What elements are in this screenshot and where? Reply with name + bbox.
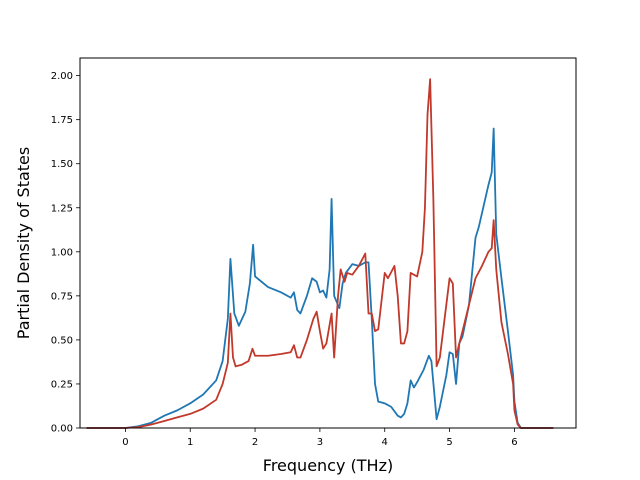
y-tick-label: 1.25: [51, 203, 73, 214]
x-axis-label: Frequency (THz): [263, 456, 393, 475]
y-tick-label: 1.75: [51, 115, 73, 126]
y-axis-label: Partial Density of States: [14, 147, 33, 339]
y-tick-label: 1.50: [51, 159, 73, 170]
series-line-1: [86, 127, 554, 429]
x-tick-label: 4: [382, 437, 388, 448]
y-axis-ticks: 0.00 0.25 0.50 0.75 1.00 1.25 1.50 1.75 2.00: [51, 71, 80, 435]
x-tick-label: 2: [252, 437, 258, 448]
series-line-2: [86, 78, 554, 429]
x-tick-label: 3: [317, 437, 323, 448]
y-tick-label: 0.00: [51, 424, 73, 435]
x-tick-label: 6: [511, 437, 517, 448]
x-tick-label: 5: [446, 437, 452, 448]
y-tick-label: 2.00: [51, 71, 73, 82]
y-tick-label: 0.25: [51, 379, 73, 390]
series-layer: [86, 78, 554, 429]
y-tick-label: 0.75: [51, 291, 73, 302]
y-tick-label: 0.50: [51, 335, 73, 346]
plot-frame: [79, 57, 577, 429]
y-tick-label: 1.00: [51, 247, 73, 258]
x-axis-ticks: 0 1 2 3 4 5 6: [122, 428, 518, 448]
x-tick-label: 1: [187, 437, 193, 448]
x-tick-label: 0: [122, 437, 128, 448]
